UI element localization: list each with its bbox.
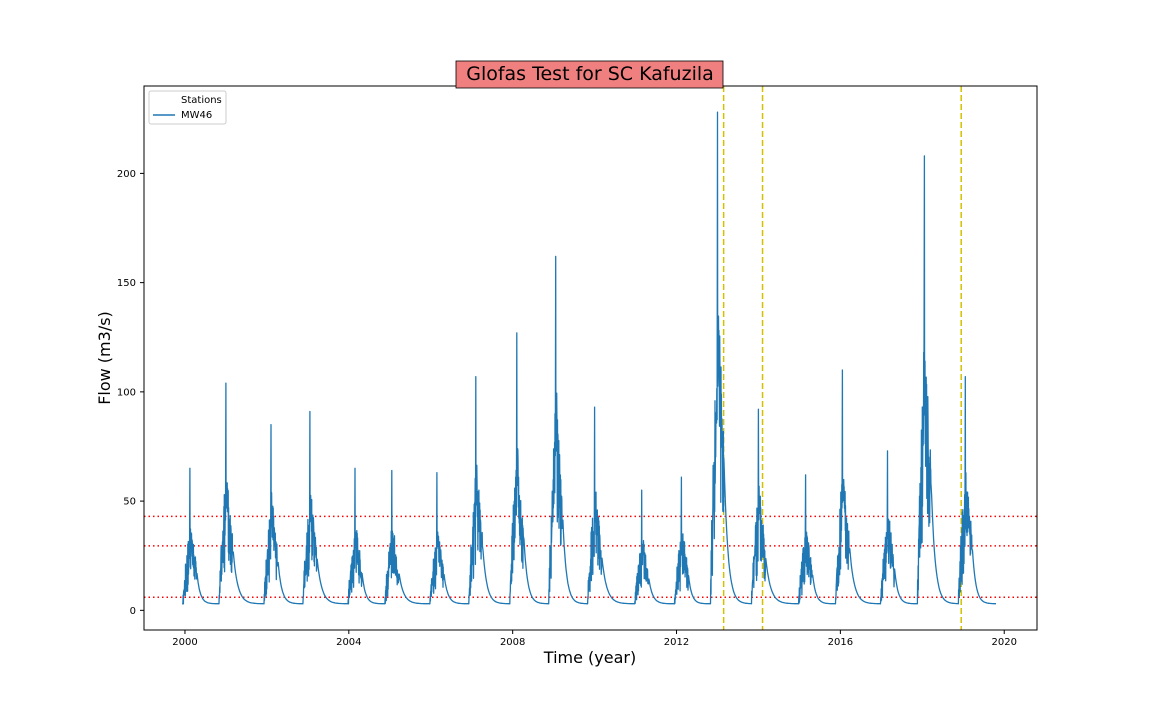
y-tick-label: 100 [117, 387, 136, 398]
x-tick-label: 2020 [992, 637, 1017, 648]
x-axis-title: Time (year) [543, 648, 636, 667]
y-axis-title: Flow (m3/s) [95, 311, 114, 405]
y-tick-label: 200 [117, 169, 136, 180]
legend-entry-mw46: MW46 [181, 110, 212, 121]
x-tick-label: 2000 [172, 637, 197, 648]
y-axis-ticks: 0 50 100 150 200 [117, 169, 144, 617]
y-tick-label: 150 [117, 278, 136, 289]
x-tick-label: 2016 [828, 637, 853, 648]
chart-title-background [455, 60, 724, 89]
x-tick-label: 2004 [336, 637, 361, 648]
series-line-mw46 [182, 111, 997, 605]
x-axis-ticks: 2000 2004 2008 2012 2016 2020 [172, 630, 1017, 648]
x-tick-label: 2008 [500, 637, 525, 648]
series-group [182, 111, 997, 605]
legend: Stations MW46 [148, 90, 227, 125]
y-tick-label: 0 [130, 606, 136, 617]
legend-title: Stations [181, 95, 222, 106]
chart-title: Glofas Test for SC Kafuzila [466, 63, 714, 85]
y-tick-label: 50 [123, 497, 136, 508]
x-tick-label: 2012 [664, 637, 689, 648]
